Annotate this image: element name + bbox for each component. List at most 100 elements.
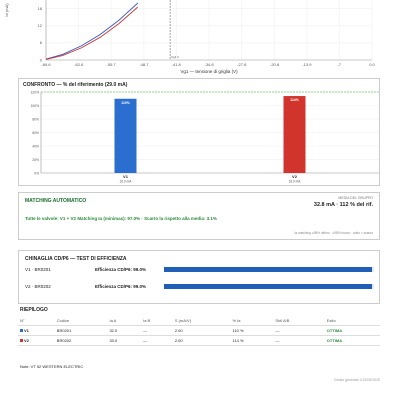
cell: 33.0 xyxy=(107,335,142,346)
cell: V1 xyxy=(18,325,55,336)
cell: BR0201 xyxy=(54,325,108,336)
y-tick-label: 60% xyxy=(32,131,39,135)
table-row: V2 BR0202 33.0 — 2.00 114 % — OTTIMA xyxy=(18,335,380,346)
cell-text: 114 % xyxy=(232,338,244,343)
table-row: V1 BR0201 32.0 — 2.00 110 % — OTTIMA xyxy=(18,325,380,336)
summary-title: RIEPILOGO xyxy=(20,307,48,313)
bar-track xyxy=(164,267,374,272)
group-value: 32.8 mA · 112 % del rif. xyxy=(313,202,373,208)
cell-text: V1 xyxy=(24,328,29,333)
value-label: 114% xyxy=(290,98,300,102)
cell: V2 xyxy=(18,335,55,346)
header-cell: % Ia xyxy=(230,316,274,326)
cell: 32.0 xyxy=(107,325,142,336)
matching-card: MATCHING AUTOMATICO MEDIA DEL GRUPPO 32.… xyxy=(18,192,380,240)
cell: OTTIMA xyxy=(324,325,380,336)
y-tick-label: 80% xyxy=(32,117,39,121)
header-cell: Codice xyxy=(54,316,108,326)
cell: — xyxy=(141,335,173,346)
cell-text: BR0202 xyxy=(56,338,72,343)
cell: — xyxy=(273,325,325,336)
cell: — xyxy=(273,335,325,346)
x-tick-label: V2 xyxy=(292,174,298,179)
x-tick-label: -55.7 xyxy=(107,62,117,67)
cell: — xyxy=(141,325,173,336)
y-axis-label: Ia (mA) xyxy=(4,3,9,17)
header-cell: Ia A xyxy=(107,316,142,326)
header-cell: N° xyxy=(18,316,55,326)
category-note: 33.0 mA xyxy=(289,180,302,184)
x-tick-label: -13.9 xyxy=(302,62,312,67)
category-note: 32.0 mA xyxy=(120,180,133,184)
card-title: CHINAGLIA CD/P6 — TEST DI EFFICIENZA xyxy=(25,256,127,262)
bar xyxy=(283,96,306,173)
bar xyxy=(114,98,137,173)
matching-result: Tutte le valvole: V1 + V2 Matching Ia (m… xyxy=(25,216,217,221)
y-tick-label: 120% xyxy=(31,90,40,94)
x-tick-label: -62.6 xyxy=(74,62,84,67)
efficiency-label: Efficienza CD/P6: 99.0% xyxy=(95,284,147,289)
series-line xyxy=(46,2,139,60)
reference-label: Vg1 h xyxy=(171,55,179,59)
cell-text: V2 xyxy=(24,338,29,343)
y-tick-label: 20% xyxy=(32,158,39,162)
efficiency-label: Efficienza CD/P6: 99.0% xyxy=(95,267,147,272)
matching-legend: Ia matching ≥98% ottimo · ≥95% buono · s… xyxy=(294,231,373,235)
x-tick-label: 0.0 xyxy=(369,62,375,67)
y-tick-label: 100% xyxy=(31,104,40,108)
card-title: MATCHING AUTOMATICO xyxy=(25,198,87,204)
cell-text: 33.0 xyxy=(109,338,118,343)
y-tick-label: 0% xyxy=(34,171,39,175)
y-tick-label: 0 xyxy=(40,57,43,62)
cell-text: 2.00 xyxy=(174,328,183,333)
x-tick-label: -7 xyxy=(337,62,341,67)
x-tick-label: -20.8 xyxy=(270,62,280,67)
y-tick-label: 12 xyxy=(38,23,43,28)
cell-text: OTTIMA xyxy=(326,328,343,333)
cell-text: 110 % xyxy=(232,328,244,333)
row-name: V2 · BR0202 xyxy=(25,284,51,289)
cell: 2.00 xyxy=(172,335,231,346)
cell-text: — xyxy=(143,338,148,343)
x-tick-label: -48.7 xyxy=(139,62,149,67)
cell-text: OTTIMA xyxy=(326,338,343,343)
value-label: 110% xyxy=(121,101,131,105)
series-line xyxy=(46,6,139,60)
x-tick-label: -34.8 xyxy=(204,62,214,67)
x-tick-label: V1 xyxy=(123,174,129,179)
cell-text: BR0201 xyxy=(56,328,72,333)
efficiency-bar xyxy=(164,267,372,272)
efficiency-bar xyxy=(164,284,372,289)
cell-text: 32.0 xyxy=(109,328,118,333)
cell-text: 2.00 xyxy=(174,338,183,343)
x-tick-label: -69.6 xyxy=(41,62,51,67)
header-cell: S (mA/V) xyxy=(172,316,231,326)
y-tick-label: 18 xyxy=(38,6,43,11)
x-axis-label: Vg1 — tensione di griglia (V) xyxy=(180,69,238,74)
row-name: V1 · BR0201 xyxy=(25,267,51,272)
card-title: CONFRONTO — % del riferimento (29.0 mA) xyxy=(23,82,128,88)
x-tick-label: -27.8 xyxy=(237,62,247,67)
header-cell: Sbil A/B xyxy=(273,316,325,326)
row-swatch xyxy=(20,339,23,342)
header-cell: Esito xyxy=(324,316,380,326)
iv-chart: Ia (mA) Vg1 — tensione di griglia (V) 0 6… xyxy=(4,0,376,74)
axis xyxy=(40,92,379,174)
cell: 2.00 xyxy=(172,325,231,336)
header-cell: Ia B xyxy=(141,316,173,326)
cell-text: — xyxy=(143,328,148,333)
y-tick-label: 40% xyxy=(32,144,39,148)
cell: BR0202 xyxy=(54,335,108,346)
cell-text: — xyxy=(275,338,280,343)
axis xyxy=(45,0,372,61)
x-tick-label: -41.8 xyxy=(172,62,182,67)
cell-text: — xyxy=(275,328,280,333)
cell: 114 % xyxy=(230,335,274,346)
y-tick-label: 6 xyxy=(40,40,43,45)
bar-track xyxy=(164,284,374,289)
group-label: MEDIA DEL GRUPPO xyxy=(338,196,373,200)
row-swatch xyxy=(20,329,23,332)
